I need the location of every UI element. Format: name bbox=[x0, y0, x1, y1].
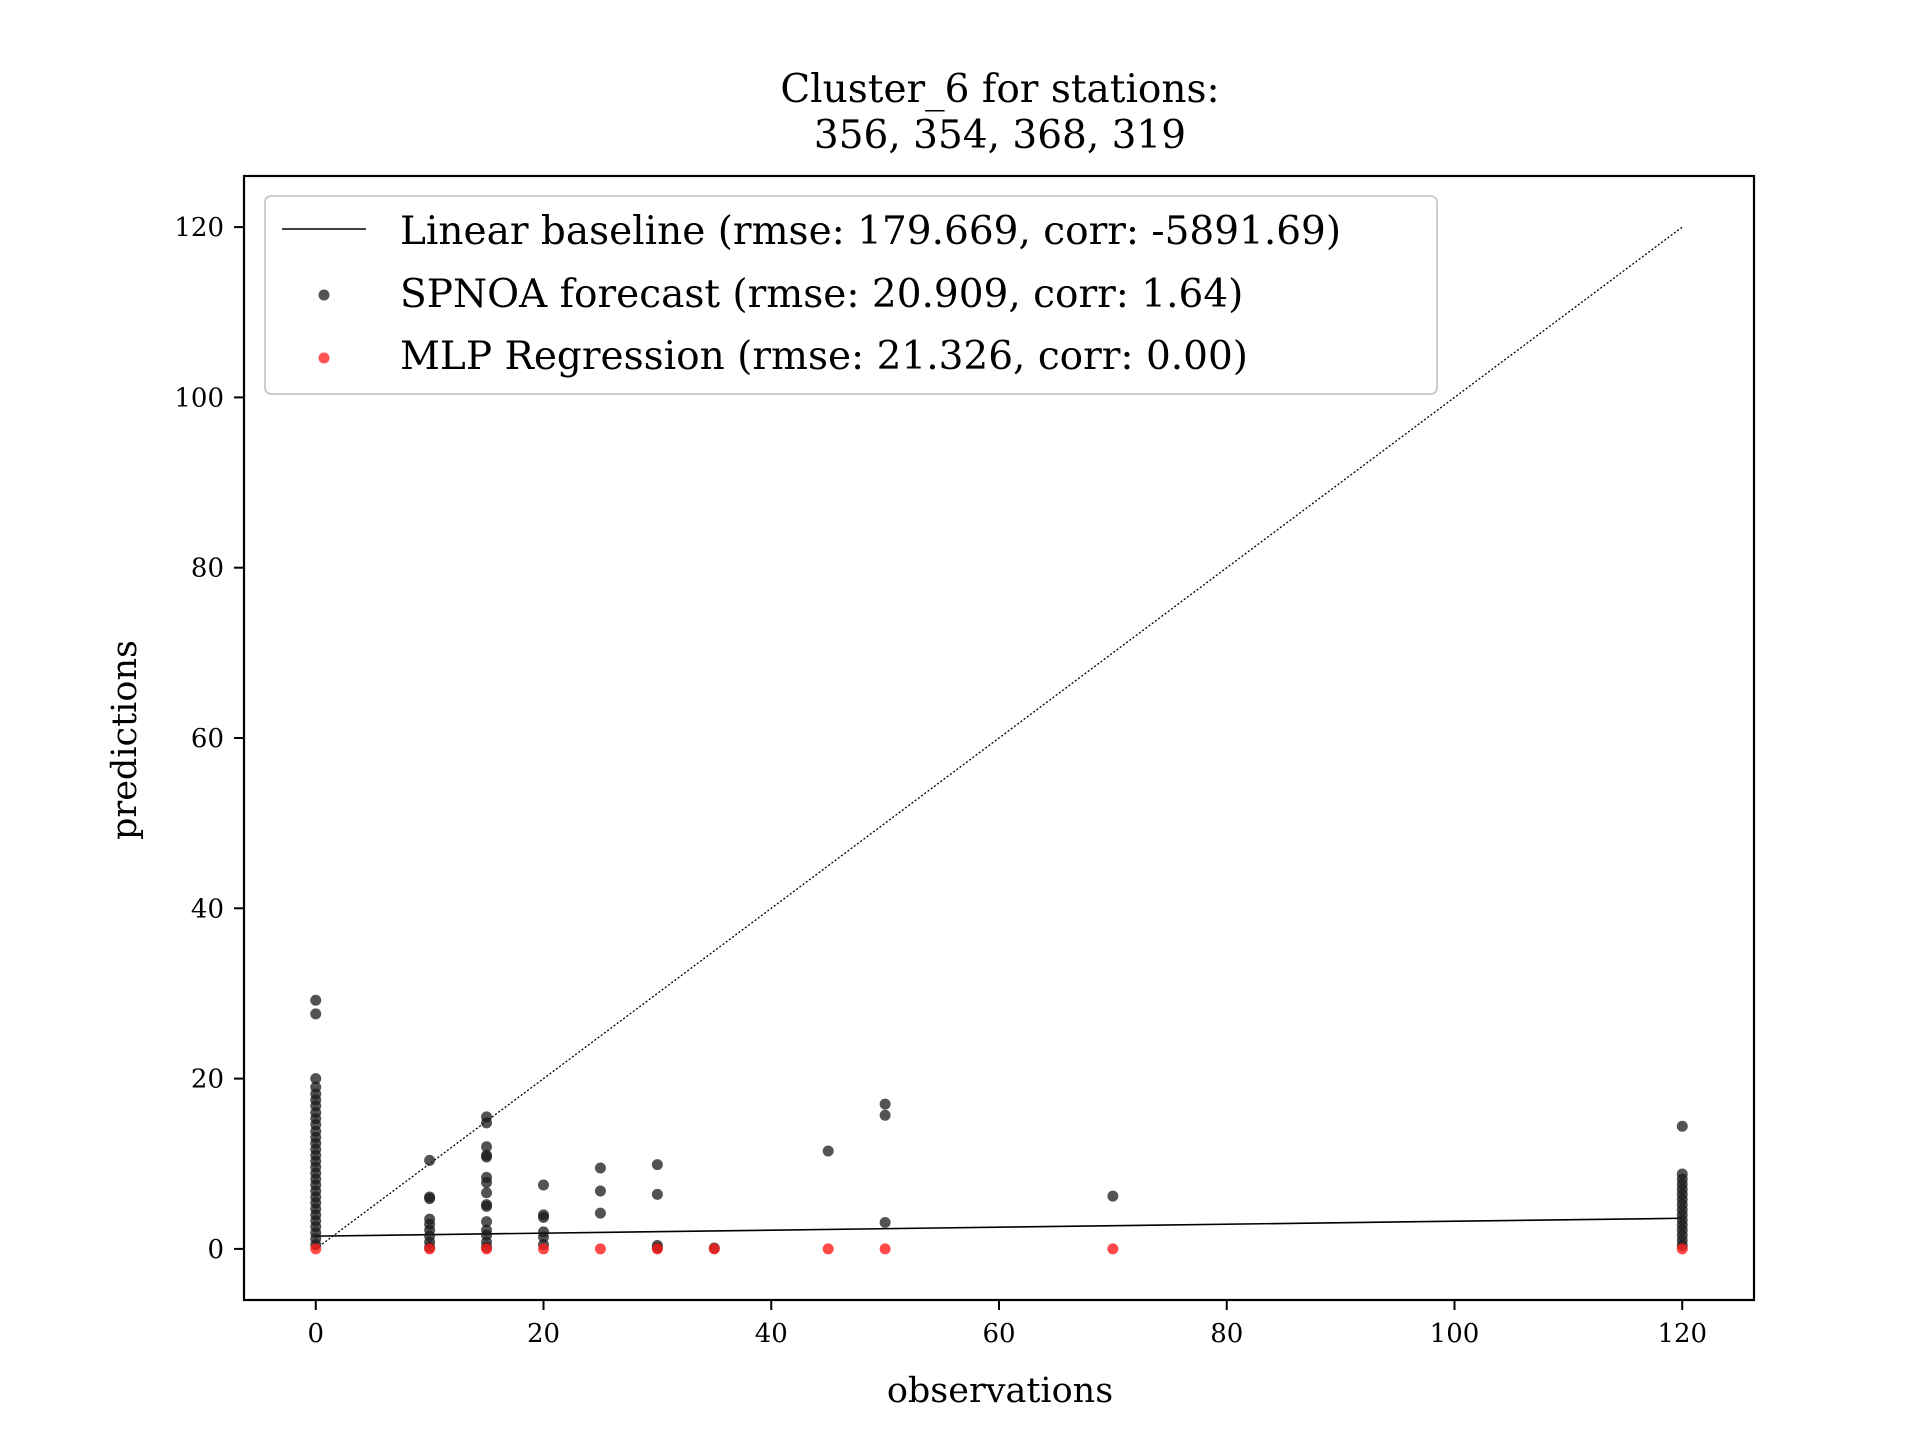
legend-label-mlp: MLP Regression (rmse: 21.326, corr: 0.00… bbox=[400, 334, 1248, 379]
y-axis-label: predictions bbox=[105, 640, 145, 840]
point-mlp bbox=[651, 1243, 663, 1255]
y-tick-label: 20 bbox=[191, 1065, 224, 1095]
point-spnoa bbox=[424, 1154, 436, 1166]
point-spnoa bbox=[537, 1179, 549, 1191]
point-mlp bbox=[481, 1243, 493, 1255]
point-spnoa bbox=[481, 1141, 493, 1153]
chart-title-line-2: 356, 354, 368, 319 bbox=[814, 113, 1186, 158]
point-spnoa bbox=[1107, 1190, 1119, 1202]
legend-swatch-spnoa bbox=[318, 289, 330, 301]
legend-swatch-mlp bbox=[318, 352, 330, 364]
x-tick-label: 60 bbox=[982, 1319, 1015, 1349]
y-tick-label: 40 bbox=[191, 894, 224, 924]
point-spnoa bbox=[481, 1216, 493, 1228]
point-spnoa bbox=[651, 1159, 663, 1171]
y-tick-label: 60 bbox=[191, 724, 224, 754]
point-mlp bbox=[708, 1243, 720, 1255]
point-mlp bbox=[879, 1243, 891, 1255]
point-mlp bbox=[537, 1243, 549, 1255]
identity-line bbox=[315, 226, 1683, 1250]
chart-title-line-1: Cluster_6 for stations: bbox=[780, 67, 1219, 112]
axes-frame bbox=[242, 174, 1756, 1302]
point-spnoa bbox=[481, 1117, 493, 1129]
legend-box bbox=[264, 195, 1438, 395]
x-tick-label: 120 bbox=[1657, 1319, 1707, 1349]
point-spnoa bbox=[424, 1193, 436, 1205]
point-mlp bbox=[310, 1243, 322, 1255]
point-spnoa bbox=[537, 1231, 549, 1243]
point-spnoa bbox=[879, 1217, 891, 1229]
x-tick-label: 80 bbox=[1210, 1319, 1243, 1349]
point-spnoa bbox=[481, 1200, 493, 1212]
point-spnoa bbox=[879, 1098, 891, 1110]
point-spnoa bbox=[1676, 1120, 1688, 1132]
point-spnoa bbox=[822, 1145, 834, 1157]
y-tick-label: 80 bbox=[191, 554, 224, 584]
point-spnoa bbox=[594, 1207, 606, 1219]
y-tick-label: 100 bbox=[174, 383, 224, 413]
point-spnoa bbox=[310, 994, 322, 1006]
axis-ticks: 0 20 40 60 80 100 120 0 20 40 60 80 100 120 bbox=[174, 213, 1707, 1349]
x-tick-label: 20 bbox=[527, 1319, 560, 1349]
point-spnoa bbox=[310, 1073, 322, 1085]
point-spnoa bbox=[651, 1188, 663, 1200]
x-tick-label: 40 bbox=[755, 1319, 788, 1349]
point-spnoa bbox=[879, 1109, 891, 1121]
point-spnoa bbox=[594, 1185, 606, 1197]
point-spnoa bbox=[481, 1151, 493, 1163]
point-spnoa bbox=[481, 1187, 493, 1199]
point-spnoa bbox=[594, 1162, 606, 1174]
point-spnoa bbox=[310, 1008, 322, 1020]
legend-label-spnoa: SPNOA forecast (rmse: 20.909, corr: 1.64… bbox=[400, 272, 1243, 317]
point-mlp bbox=[594, 1243, 606, 1255]
point-spnoa bbox=[537, 1211, 549, 1223]
point-mlp bbox=[1107, 1243, 1119, 1255]
plot-area bbox=[310, 226, 1688, 1255]
x-axis-label: observations bbox=[887, 1371, 1113, 1411]
point-mlp bbox=[822, 1243, 834, 1255]
x-tick-label: 0 bbox=[307, 1319, 324, 1349]
point-mlp bbox=[1676, 1243, 1688, 1255]
point-spnoa bbox=[481, 1176, 493, 1188]
x-tick-label: 100 bbox=[1430, 1319, 1480, 1349]
y-tick-label: 0 bbox=[207, 1235, 224, 1265]
point-mlp bbox=[424, 1243, 436, 1255]
legend: Linear baseline (rmse: 179.669, corr: -5… bbox=[264, 195, 1438, 395]
y-tick-label: 120 bbox=[174, 213, 224, 243]
legend-label-linear-baseline: Linear baseline (rmse: 179.669, corr: -5… bbox=[400, 209, 1341, 254]
